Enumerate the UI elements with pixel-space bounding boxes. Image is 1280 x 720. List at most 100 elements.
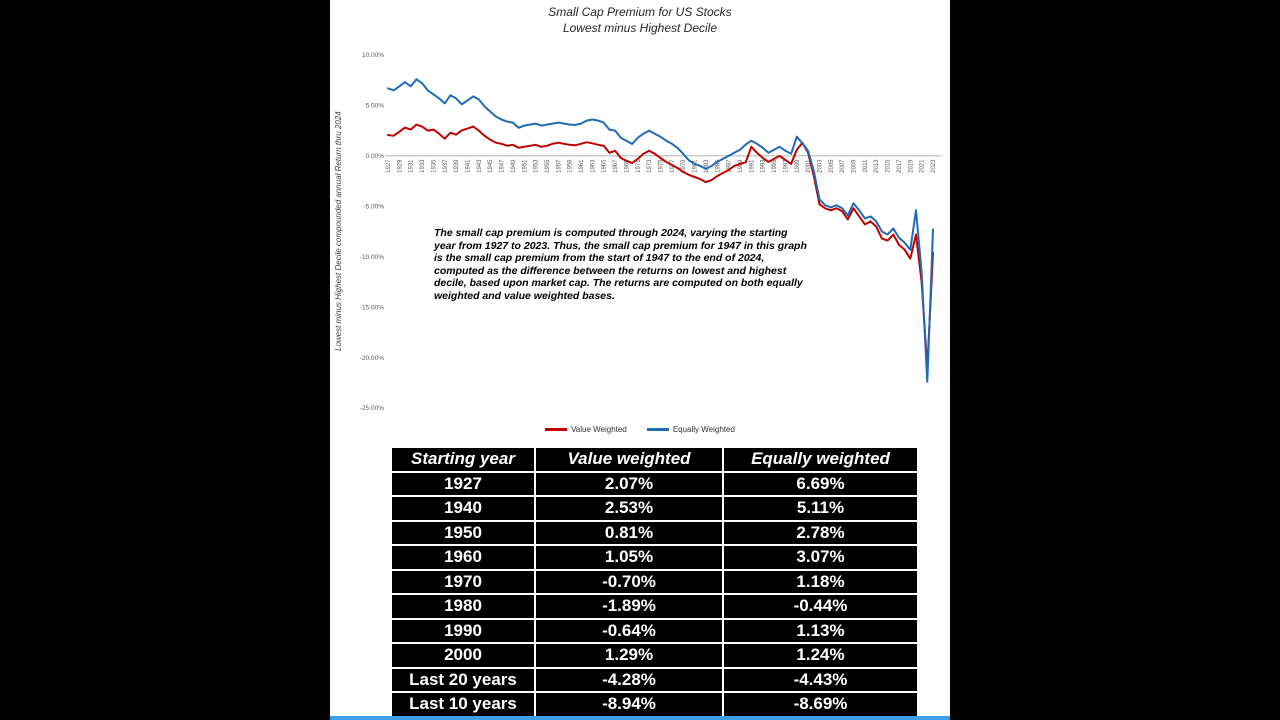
x-axis-tick-label: 1941 [465,159,471,173]
x-axis-tick-label: 1979 [681,159,687,173]
x-axis-tick-label: 1931 [409,159,415,173]
x-axis-tick-label: 1971 [636,159,642,173]
x-axis-tick-label: 1933 [420,159,426,173]
x-axis-tick-label: 2021 [920,159,926,173]
x-axis-tick-label: 2013 [874,159,880,173]
y-axis-tick-label: -15.00% [360,304,384,311]
x-axis-tick-labels: 1927 1929 1931 1933 1935 1937 1939 1941 1943 1945… [386,159,937,173]
table-row: Last 10 years -8.94% -8.69% [390,691,919,718]
y-axis-tick-label: -5.00% [363,203,384,210]
table-header-cell: Value weighted [534,446,724,473]
x-axis-tick-label: 1969 [624,159,630,173]
x-axis-tick-label: 1943 [477,159,483,173]
table-row: 1970 -0.70% 1.18% [390,568,919,595]
x-axis-tick-label: 1949 [511,159,517,173]
table-row: 1950 0.81% 2.78% [390,519,919,546]
table-cell: 5.11% [722,495,919,522]
chart-legend: Value Weighted Equally Weighted [330,425,950,434]
x-axis-tick-label: 2017 [897,159,903,173]
table-cell: 3.07% [722,544,919,571]
table-cell: Last 20 years [390,666,536,693]
table-cell: 1940 [390,495,536,522]
x-axis-tick-label: 1929 [397,159,403,173]
x-axis-tick-label: 1989 [738,159,744,173]
x-axis-tick-label: 1995 [772,159,778,173]
table-cell: 1990 [390,617,536,644]
x-axis-tick-label: 1959 [568,159,574,173]
table-cell: 1970 [390,568,536,595]
table-header-cell: Equally weighted [722,446,919,473]
series-line-equally-weighted [387,78,934,383]
x-axis-tick-label: 2011 [863,159,869,173]
series-line-value-weighted [387,123,934,369]
x-axis-tick-label: 2023 [931,159,937,173]
table-cell: -4.43% [722,666,919,693]
table-cell: -4.28% [534,666,724,693]
equally-weighted-line-swatch [646,428,669,431]
table-header-cell: Starting year [390,446,536,473]
x-axis-tick-label: 1935 [431,159,437,173]
x-axis-tick-label: 1957 [556,159,562,173]
x-axis-tick-label: 1947 [500,159,506,173]
chart-annotation: The small cap premium is computed throug… [434,227,807,302]
table-cell: 2.53% [534,495,724,522]
x-axis-tick-label: 2009 [852,159,858,173]
x-axis-tick-label: 1985 [715,159,721,173]
x-axis-tick-label: 1927 [386,159,392,173]
table-row: 1980 -1.89% -0.44% [390,593,919,620]
x-axis-tick-label: 1993 [761,159,767,173]
small-cap-premium-line-chart: 10.00% 5.00% 0.00% -5.00% -10.00% -15.00% -20.… [360,52,941,412]
chart-subtitle: Lowest minus Highest Decile [562,21,718,35]
table-cell: 1.13% [722,617,919,644]
table-cell: 1980 [390,593,536,620]
x-axis-tick-label: 2003 [817,159,823,173]
table-cell: 1.18% [722,568,919,595]
x-axis-tick-label: 2019 [908,159,914,173]
bottom-blue-strip [330,716,950,720]
table-row: 1940 2.53% 5.11% [390,495,919,522]
legend-label-value-weighted: Value Weighted [571,425,627,434]
x-axis-tick-label: 1961 [579,159,585,173]
x-axis-tick-label: 2015 [886,159,892,173]
table-row: 1990 -0.64% 1.13% [390,617,919,644]
y-axis-tick-label: 10.00% [362,52,384,59]
x-axis-tick-label: 1937 [443,159,449,173]
table-cell: -1.89% [534,593,724,620]
x-axis-tick-label: 1973 [647,159,653,173]
table-cell: 1927 [390,470,536,497]
x-axis-tick-label: 1999 [795,159,801,173]
table-header-row: Starting year Value weighted Equally weigh… [390,446,919,473]
value-weighted-line-swatch [545,428,568,431]
table-cell: 1.24% [722,642,919,669]
table-cell: 1950 [390,519,536,546]
table-cell: -8.69% [722,691,919,718]
table-row: 1960 1.05% 3.07% [390,544,919,571]
legend-label-equally-weighted: Equally Weighted [672,425,735,434]
y-axis-tick-label: 5.00% [366,103,385,110]
x-axis-tick-label: 1951 [522,159,528,173]
y-axis-tick-label: -20.00% [360,355,384,362]
table-cell: 2000 [390,642,536,669]
x-axis-tick-label: 1945 [488,159,494,173]
table-cell: 6.69% [722,470,919,497]
table-cell: Last 10 years [390,691,536,718]
table-cell: 0.81% [534,519,724,546]
legend-item-value-weighted: Value Weighted [545,425,627,434]
x-axis-tick-label: 1963 [590,159,596,173]
y-axis-tick-label: 0.00% [366,153,385,160]
x-axis-tick-label: 1997 [783,159,789,173]
x-axis-tick-label: 1939 [454,159,460,173]
x-axis-tick-label: 2007 [840,159,846,173]
x-axis-tick-label: 1953 [534,159,540,173]
x-axis-tick-label: 2005 [829,159,835,173]
x-axis-tick-label: 1983 [704,159,710,173]
legend-item-equally-weighted: Equally Weighted [646,425,735,434]
x-axis-tick-label: 1975 [659,159,665,173]
slide-panel: Small Cap Premium for US Stocks Lowest m… [330,0,950,720]
table-cell: -0.64% [534,617,724,644]
x-axis-tick-label: 1967 [613,159,619,173]
table-row: Last 20 years -4.28% -4.43% [390,666,919,693]
table-row: 2000 1.29% 1.24% [390,642,919,669]
table-row: 1927 2.07% 6.69% [390,470,919,497]
table-cell: 2.07% [534,470,724,497]
